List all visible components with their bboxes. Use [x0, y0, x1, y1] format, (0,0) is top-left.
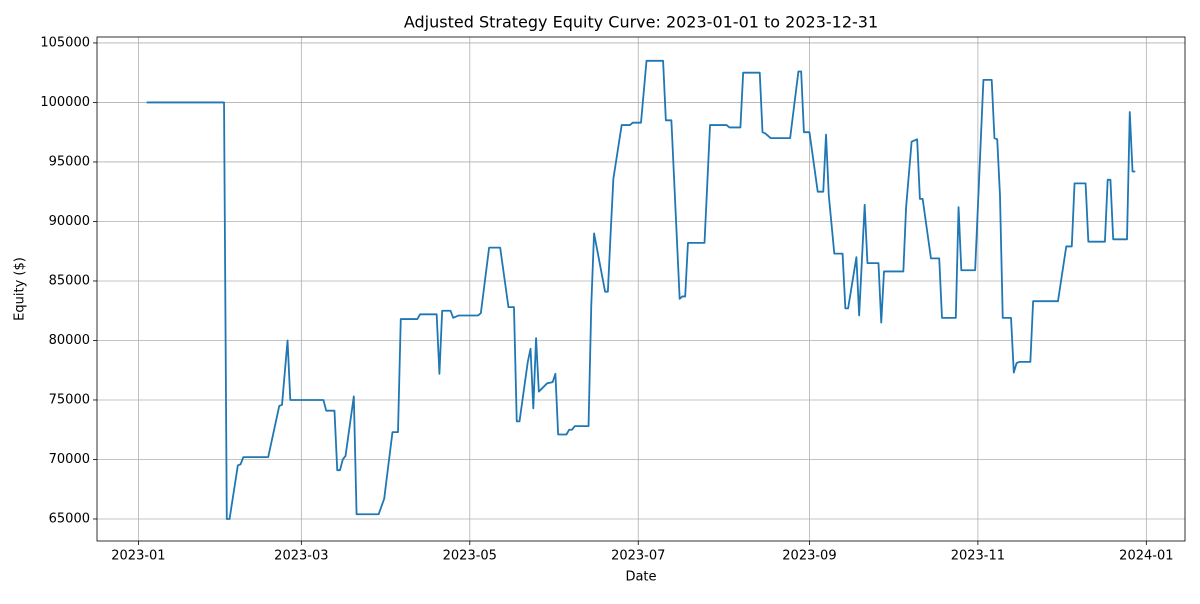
x-tick-label: 2023-03: [274, 549, 328, 564]
y-tick-label: 65000: [49, 511, 90, 526]
y-tick-label: 90000: [49, 214, 90, 229]
plot: [146, 59, 1136, 520]
x-tick-label: 2023-05: [443, 549, 497, 564]
y-tick-label: 85000: [49, 273, 90, 288]
x-tick-label: 2023-07: [611, 549, 665, 564]
chart-title: Adjusted Strategy Equity Curve: 2023-01-…: [404, 13, 878, 32]
y-tick-label: 80000: [49, 333, 90, 348]
y-tick-label: 95000: [49, 154, 90, 169]
x-axis-label: Date: [625, 570, 656, 585]
x-tick-label: 2023-11: [951, 549, 1005, 564]
y-tick-label: 75000: [49, 392, 90, 407]
x-tick-label: 2023-01: [111, 549, 165, 564]
x-tick-label: 2024-01: [1119, 549, 1173, 564]
plot-frame: [96, 36, 1186, 542]
equity-line: [146, 59, 1136, 520]
y-tick-label: 70000: [49, 452, 90, 467]
y-tick-label: 105000: [40, 35, 90, 50]
y-axis-label: Equity ($): [13, 257, 28, 321]
y-tick-label: 100000: [40, 95, 90, 110]
grid: [97, 37, 1185, 541]
x-tick-label: 2023-09: [782, 549, 836, 564]
